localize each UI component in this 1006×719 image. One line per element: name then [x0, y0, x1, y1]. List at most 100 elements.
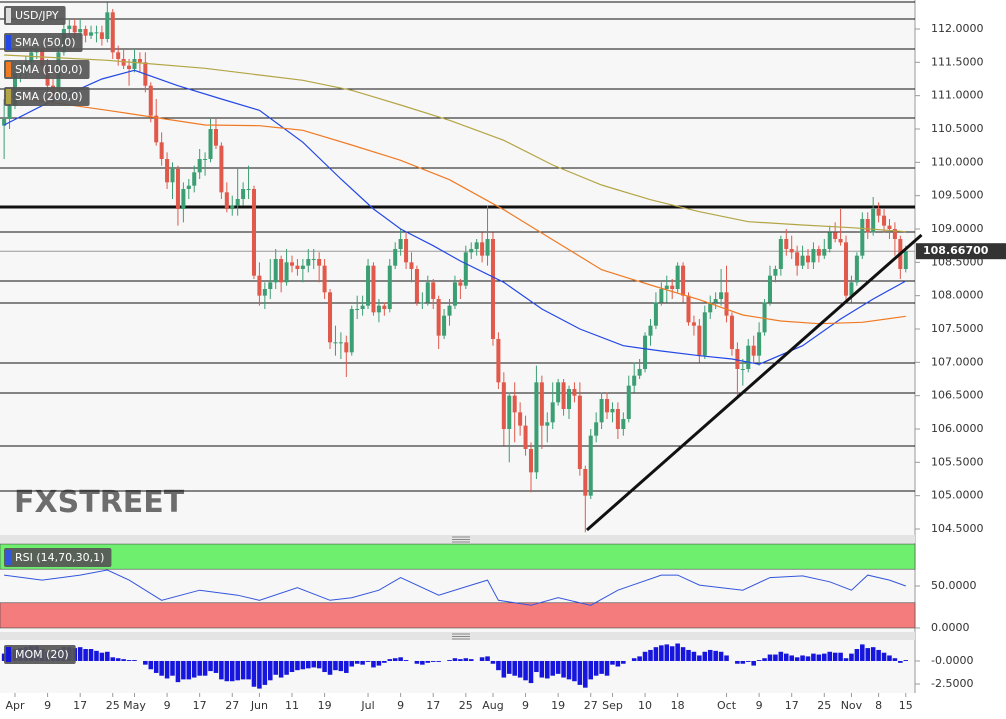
mom-bar: [669, 646, 675, 661]
x-tick-label: 9: [44, 699, 51, 712]
candle-body: [854, 255, 859, 283]
mom-bar: [267, 660, 273, 681]
x-tick-label: 19: [318, 699, 332, 712]
mom-bar: [333, 660, 338, 671]
mom-bar: [539, 660, 545, 678]
candle-body: [865, 219, 870, 233]
x-tick-label: 17: [785, 699, 799, 712]
candle-body: [523, 425, 528, 449]
mom-bar: [327, 660, 333, 675]
sma-legend-text: SMA (200,0): [15, 90, 83, 103]
candle-body: [208, 129, 213, 159]
mom-bar: [735, 660, 740, 664]
candle-body: [219, 145, 224, 193]
rsi-line: [4, 569, 906, 606]
mom-bar: [257, 660, 262, 689]
candle-body: [420, 302, 425, 304]
mom-bar: [387, 659, 393, 661]
y-tick-label: -2.5000: [931, 677, 973, 690]
mom-bar: [468, 659, 474, 661]
x-tick-label: 15: [899, 699, 913, 712]
candle-body: [789, 249, 794, 253]
candle-body: [844, 242, 849, 296]
candle-body: [643, 335, 648, 369]
candle-body: [7, 105, 12, 119]
mom-bar: [561, 660, 566, 678]
mom-bar: [762, 658, 767, 661]
mom-bar: [577, 660, 583, 685]
candle-body: [805, 255, 811, 263]
mom-bar: [599, 660, 604, 674]
candle-body: [577, 395, 582, 469]
mom-bar: [110, 657, 116, 661]
sma-legend-swatch: [6, 62, 11, 77]
background-layer: 112.0000111.5000111.0000110.5000110.0000…: [0, 1, 984, 712]
x-tick-label: 25: [106, 699, 120, 712]
x-tick-label: Aug: [482, 699, 503, 712]
mom-bar: [295, 660, 300, 671]
mom-bar: [756, 660, 762, 661]
mom-bar: [637, 656, 642, 661]
mom-bar: [523, 660, 528, 681]
y-tick-label: 112.0000: [931, 22, 984, 35]
mom-bar: [403, 660, 409, 661]
mom-bar: [832, 652, 838, 661]
candle-body: [148, 85, 153, 116]
mom-bar: [143, 660, 148, 665]
mom-bar: [783, 653, 789, 661]
candle-body: [816, 249, 821, 256]
mom-bar: [707, 649, 713, 661]
x-tick-label: 25: [459, 699, 473, 712]
mom-bar: [458, 659, 463, 661]
mom-bar: [887, 655, 892, 661]
mom-bar: [94, 650, 99, 661]
candle-body: [615, 409, 620, 429]
candle-body: [414, 269, 419, 303]
mom-bar: [648, 649, 653, 661]
mom-bar: [126, 660, 132, 661]
overlay-layer: 108.66700 USD/JPY SMA (50,0) SMA (100,0) SMA…: [4, 6, 1006, 664]
mom-bar: [903, 660, 909, 661]
mom-bar: [490, 660, 496, 664]
mom-bar: [414, 660, 420, 664]
candle-body: [887, 225, 892, 229]
candle-body: [463, 252, 468, 286]
mom-bar: [805, 656, 811, 661]
mom-bar: [382, 660, 387, 663]
candle-body: [224, 192, 229, 209]
watermark: FX: [14, 485, 58, 520]
candle-body: [773, 269, 778, 276]
candle-body: [740, 369, 745, 370]
candle-body: [458, 282, 463, 286]
mom-bar: [534, 660, 539, 673]
candle-body: [567, 389, 572, 409]
candle-body: [876, 209, 881, 216]
candle-body: [572, 389, 577, 396]
candle-body: [251, 189, 256, 276]
candle-body: [822, 249, 827, 256]
mom-bar: [740, 660, 746, 664]
mom-bar: [767, 654, 773, 661]
mom-bar: [860, 644, 865, 661]
mom-bar: [430, 660, 436, 662]
candle-body: [360, 305, 365, 309]
mom-bar: [610, 660, 615, 665]
trend-line: [585, 233, 923, 532]
sma-legend-text: SMA (100,0): [15, 63, 83, 76]
candle-body: [83, 29, 88, 36]
candle-body: [99, 32, 104, 39]
mom-bar: [197, 660, 202, 676]
candle-body: [882, 215, 887, 226]
candle-body: [192, 172, 197, 186]
candle-body: [795, 252, 800, 266]
mom-bar: [105, 651, 110, 661]
candle-body: [827, 232, 832, 249]
mom-bar: [425, 660, 431, 663]
x-tick-label: 9: [397, 699, 404, 712]
mom-legend-text: MOM (20): [15, 648, 69, 661]
candle-body: [512, 395, 517, 413]
mom-bar: [311, 660, 317, 668]
candle-body: [300, 265, 305, 269]
mom-bar: [800, 655, 805, 661]
x-tick-label: 9: [522, 699, 529, 712]
